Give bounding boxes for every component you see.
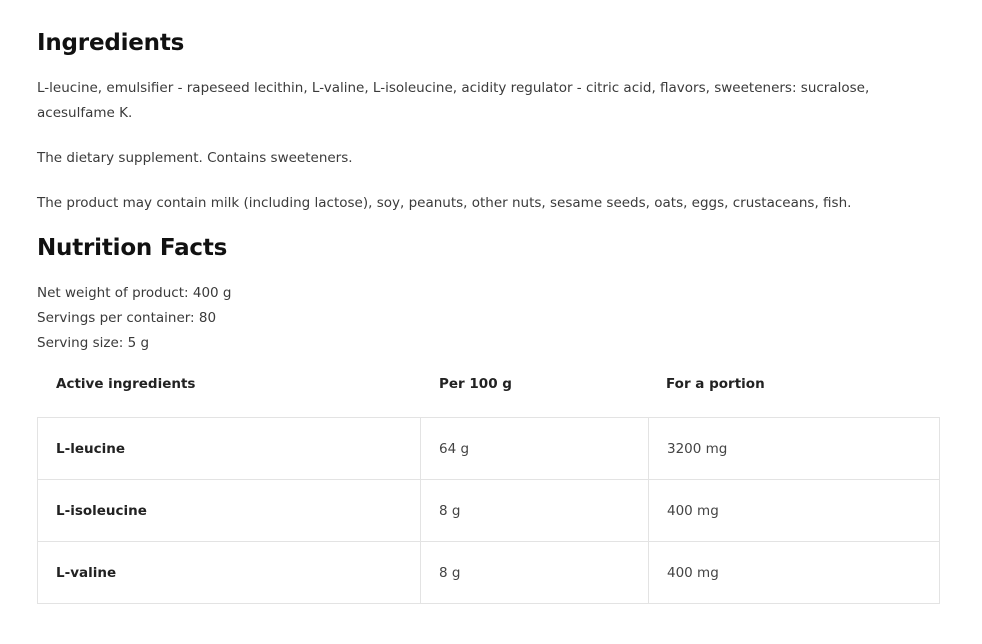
ingredients-text: L-leucine, emulsifier - rapeseed lecithi…: [37, 80, 870, 121]
nutrition-meta: Net weight of product: 400 g Servings pe…: [37, 281, 232, 356]
net-weight: Net weight of product: 400 g: [37, 285, 232, 301]
per-100g-value: 8 g: [420, 479, 649, 542]
serving-size: Serving size: 5 g: [37, 335, 150, 351]
per-100g-value: 64 g: [420, 417, 649, 480]
servings-per-container: Servings per container: 80: [37, 310, 217, 326]
table-row: L-leucine 64 g 3200 mg: [37, 417, 940, 480]
header-active-ingredients: Active ingredients: [56, 376, 196, 392]
ingredient-name: L-isoleucine: [37, 479, 421, 542]
table-row: L-isoleucine 8 g 400 mg: [37, 479, 940, 542]
portion-value: 3200 mg: [648, 417, 940, 480]
header-for-portion: For a portion: [666, 376, 765, 392]
portion-value: 400 mg: [648, 479, 940, 542]
header-per-100g: Per 100 g: [439, 376, 512, 392]
nutrition-title: Nutrition Facts: [37, 235, 228, 261]
table-row: L-valine 8 g 400 mg: [37, 541, 940, 604]
allergen-note: The product may contain milk (including …: [37, 195, 852, 211]
table-header: Active ingredients Per 100 g For a porti…: [37, 372, 940, 400]
nutrition-table: L-leucine 64 g 3200 mg L-isoleucine 8 g …: [37, 417, 940, 604]
portion-value: 400 mg: [648, 541, 940, 604]
per-100g-value: 8 g: [420, 541, 649, 604]
supplement-note: The dietary supplement. Contains sweeten…: [37, 150, 353, 166]
ingredient-name: L-leucine: [37, 417, 421, 480]
ingredients-title: Ingredients: [37, 30, 185, 56]
ingredient-name: L-valine: [37, 541, 421, 604]
